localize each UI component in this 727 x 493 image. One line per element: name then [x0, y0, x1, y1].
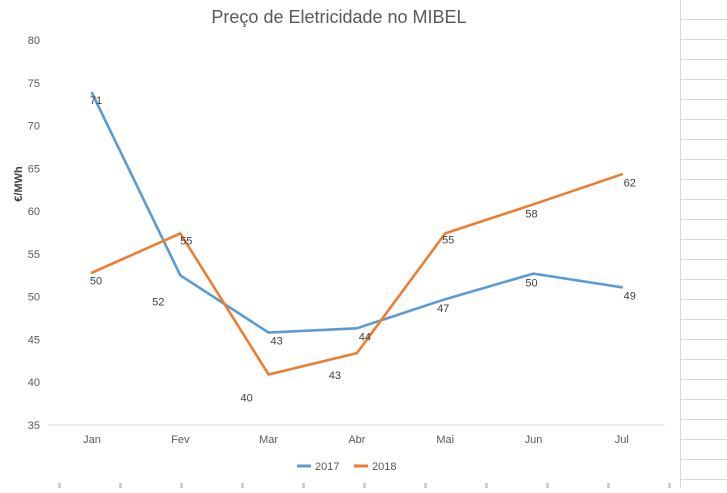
x-tick-label: Jul	[615, 434, 629, 446]
data-label: 71	[90, 95, 102, 107]
data-label: 50	[525, 278, 537, 290]
y-tick-label: 80	[28, 35, 40, 47]
legend[interactable]: 2017 2018	[297, 461, 396, 473]
data-labels: 71 52 43 44 47 50 49 50 55 40 43 55 58 62	[90, 95, 636, 404]
y-axis-label: €/MWh	[13, 166, 25, 202]
y-tick-label: 55	[28, 249, 40, 261]
data-label: 50	[90, 276, 102, 288]
data-label: 58	[525, 208, 537, 220]
chart-title: Preço de Eletricidade no MIBEL	[211, 7, 466, 27]
y-tick-label: 50	[28, 292, 40, 304]
series-line-2017[interactable]	[90, 91, 624, 334]
x-tick-label: Jan	[83, 434, 101, 446]
data-label: 43	[270, 336, 282, 348]
chart-area[interactable]: Preço de Eletricidade no MIBEL €/MWh 35 4…	[0, 0, 680, 488]
x-tick-label: Mai	[436, 434, 454, 446]
data-label: 55	[180, 235, 192, 247]
legend-label-2017[interactable]: 2017	[315, 461, 339, 473]
y-tick-label: 60	[28, 206, 40, 218]
y-tick-label: 70	[28, 121, 40, 133]
spreadsheet-grid-bottom	[0, 483, 680, 488]
data-label: 40	[240, 393, 252, 405]
legend-label-2018[interactable]: 2018	[372, 461, 396, 473]
y-tick-label: 35	[28, 420, 40, 432]
x-axis-ticks: Jan Fev Mar Abr Mai Jun Jul	[83, 434, 629, 446]
y-axis-ticks: 35 40 45 50 55 60 65 70 75 80	[28, 35, 40, 432]
data-label: 44	[359, 331, 371, 343]
y-tick-label: 65	[28, 163, 40, 175]
x-tick-label: Abr	[348, 434, 365, 446]
data-label: 62	[624, 177, 636, 189]
series-line-2018[interactable]	[90, 173, 624, 376]
data-label: 43	[329, 370, 341, 382]
y-tick-label: 75	[28, 78, 40, 90]
spreadsheet-grid-right	[680, 0, 727, 488]
line-chart[interactable]: Preço de Eletricidade no MIBEL €/MWh 35 4…	[0, 0, 680, 488]
data-label: 55	[442, 234, 454, 246]
data-label: 49	[624, 290, 636, 302]
x-tick-label: Mar	[259, 434, 278, 446]
x-tick-label: Fev	[171, 434, 190, 446]
y-tick-label: 40	[28, 377, 40, 389]
data-label: 47	[437, 303, 449, 315]
y-tick-label: 45	[28, 334, 40, 346]
series-lines	[90, 91, 624, 376]
data-label: 52	[152, 296, 164, 308]
x-tick-label: Jun	[525, 434, 543, 446]
